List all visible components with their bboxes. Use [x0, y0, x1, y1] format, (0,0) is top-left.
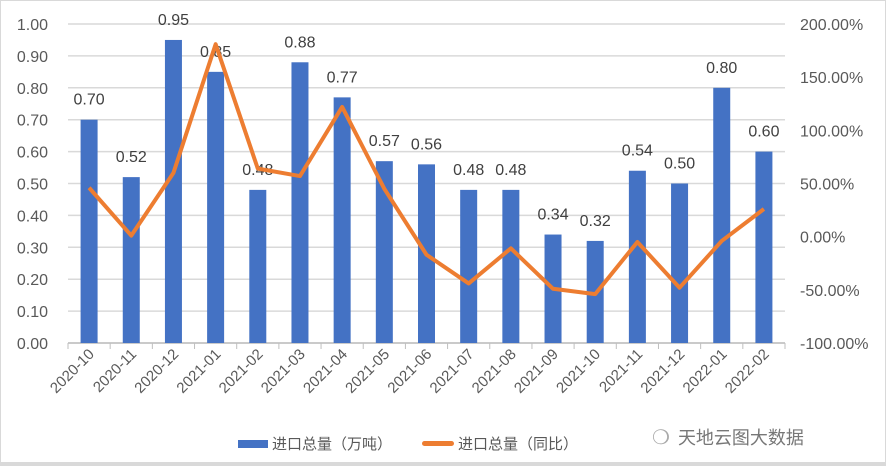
- x-tick-label: 2021-10: [553, 346, 604, 397]
- y-left-tick-label: 0.60: [17, 145, 48, 162]
- bar-data-label: 0.48: [495, 162, 526, 179]
- bar: [755, 151, 773, 343]
- x-tick-label: 2021-06: [384, 346, 435, 397]
- legend-label-bar: 进口总量（万吨）: [272, 436, 393, 453]
- y-left-tick-label: 0.00: [17, 336, 48, 353]
- x-tick-label: 2020-12: [131, 346, 182, 397]
- bar-data-label: 0.48: [453, 162, 484, 179]
- bar-data-label: 0.60: [748, 124, 779, 141]
- bar: [671, 183, 689, 343]
- y-left-tick-label: 0.90: [17, 49, 48, 66]
- x-tick-label: 2022-02: [722, 346, 773, 397]
- x-tick-label: 2020-10: [47, 346, 98, 397]
- legend: 进口总量（万吨） 进口总量（同比）: [238, 433, 578, 454]
- bar: [713, 87, 731, 343]
- bar: [207, 71, 225, 343]
- x-tick-label: 2021-01: [173, 346, 224, 397]
- bar-data-label: 0.50: [664, 156, 695, 173]
- x-tick-label: 2021-04: [300, 346, 351, 397]
- bar-data-label: 0.80: [706, 60, 737, 77]
- bar: [164, 39, 182, 343]
- x-tick-label: 2021-07: [427, 346, 478, 397]
- x-tick-label: 2020-11: [90, 346, 140, 396]
- y-left-tick-label: 0.70: [17, 113, 48, 130]
- x-tick-label: 2021-02: [216, 346, 267, 397]
- bar-data-label: 0.32: [580, 213, 611, 230]
- y-left-tick-label: 0.20: [17, 272, 48, 289]
- x-tick-label: 2021-11: [596, 346, 646, 396]
- bar-data-label: 0.95: [158, 12, 189, 29]
- bar: [628, 170, 646, 343]
- legend-swatch-line: [422, 441, 455, 446]
- watermark-text: 天地云图大数据: [677, 428, 804, 448]
- y-left-tick-label: 0.10: [17, 304, 48, 321]
- bar-data-label: 0.57: [369, 133, 400, 150]
- bar-data-label: 0.52: [116, 149, 147, 166]
- y-right-tick-label: 100.00%: [800, 123, 863, 140]
- bar: [375, 161, 393, 343]
- y-right-tick-label: 200.00%: [800, 17, 863, 34]
- y-right-tick-label: 0.00%: [800, 230, 845, 247]
- y-right-tick-label: 50.00%: [800, 177, 854, 194]
- y-right-tick-label: 150.00%: [800, 70, 863, 87]
- y-right-tick-label: -50.00%: [800, 283, 860, 300]
- bar: [249, 189, 267, 343]
- bar-data-label: 0.34: [537, 207, 568, 224]
- x-tick-label: 2021-05: [342, 346, 393, 397]
- bar-data-label: 0.56: [411, 136, 442, 153]
- bar-data-label: 0.77: [327, 69, 358, 86]
- bar-data-label: 0.85: [200, 44, 231, 61]
- x-tick-label: 2022-01: [680, 346, 731, 397]
- legend-swatch-bar: [238, 439, 268, 448]
- y-left-tick-label: 0.50: [17, 177, 48, 194]
- x-tick-label: 2021-03: [258, 346, 309, 397]
- bar-data-label: 0.70: [74, 92, 105, 109]
- legend-label-line: 进口总量（同比）: [458, 436, 579, 453]
- y-left-tick-label: 0.30: [17, 240, 48, 257]
- x-tick-label: 2021-09: [511, 346, 562, 397]
- wechat-icon: ❍: [652, 426, 670, 449]
- bar: [291, 62, 309, 343]
- bar: [502, 189, 520, 343]
- x-tick-label: 2021-12: [637, 346, 688, 397]
- bar-data-label: 0.88: [284, 34, 315, 51]
- bar: [122, 177, 140, 343]
- y-left-tick-label: 0.40: [17, 208, 48, 225]
- bar-data-label: 0.54: [622, 143, 653, 160]
- y-right-tick-label: -100.00%: [800, 336, 869, 353]
- y-left-tick-label: 1.00: [17, 17, 48, 34]
- watermark: ❍ 天地云图大数据: [652, 424, 804, 450]
- x-tick-label: 2021-08: [469, 346, 520, 397]
- bar: [80, 119, 98, 343]
- bar: [460, 189, 478, 343]
- y-left-tick-label: 0.80: [17, 81, 48, 98]
- bar: [333, 97, 351, 344]
